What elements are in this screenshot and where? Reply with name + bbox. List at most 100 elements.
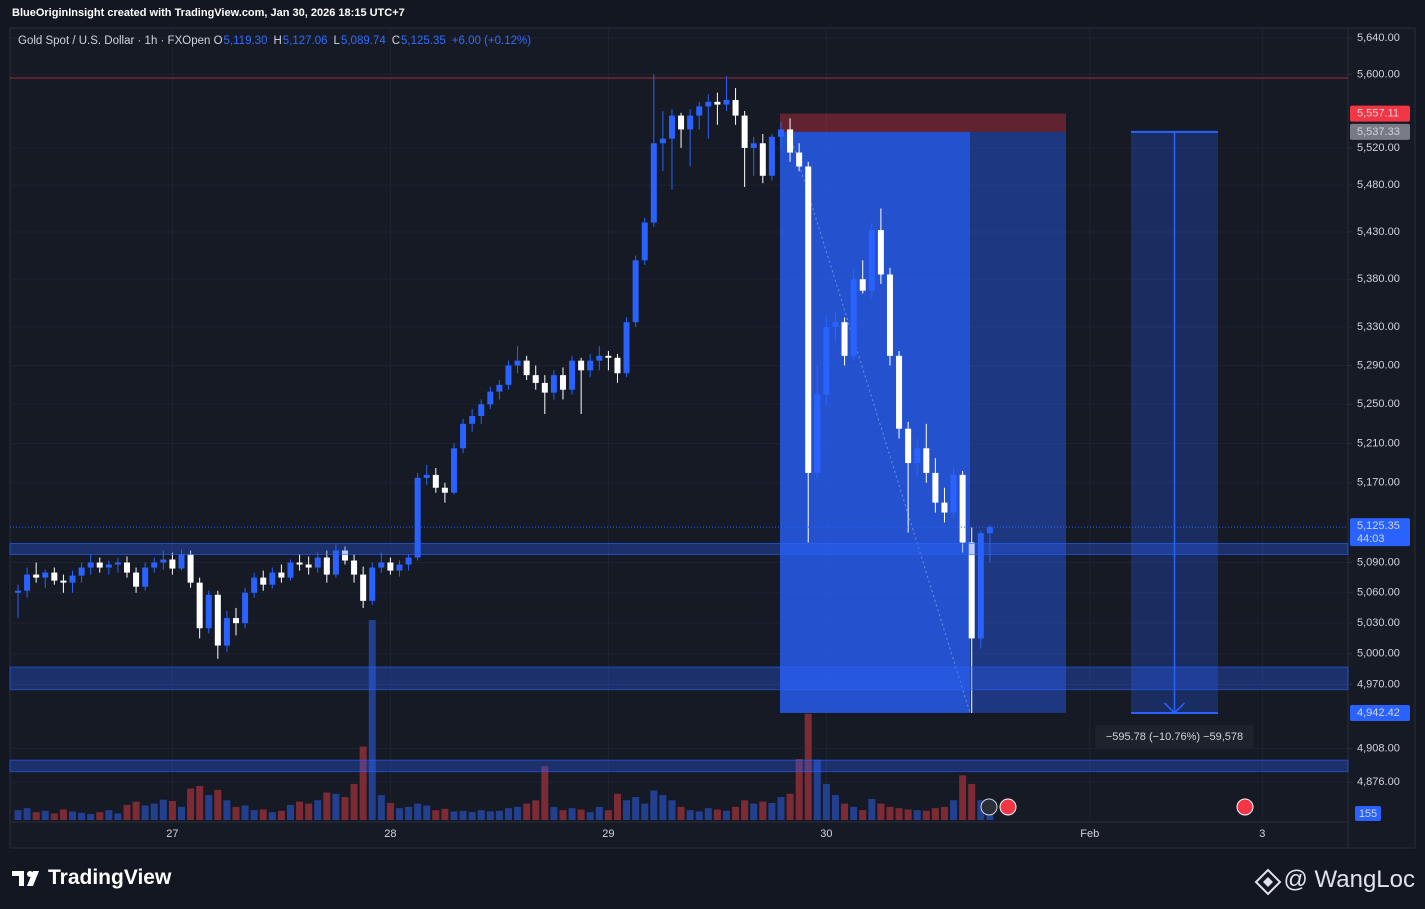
volume-bar	[296, 801, 304, 820]
volume-bar	[277, 810, 285, 820]
flag-icon[interactable]	[999, 798, 1017, 816]
candle-body	[332, 550, 339, 575]
volume-bar	[68, 811, 76, 820]
volume-bar	[886, 806, 894, 820]
candle-body	[850, 279, 857, 356]
candle-body	[578, 360, 585, 371]
volume-bar	[450, 811, 458, 820]
price-tag	[1350, 105, 1410, 122]
volume-bar	[668, 800, 676, 820]
volume-bar	[741, 800, 749, 820]
candle-body	[414, 477, 421, 558]
candle-body	[832, 322, 839, 327]
ohlc-value: 5,119.30	[223, 35, 268, 47]
candle-body	[278, 572, 285, 578]
y-tick-label: 5,600.00	[1357, 68, 1400, 80]
volume-bar	[141, 805, 149, 820]
candle-body	[614, 357, 621, 374]
volume-bar	[532, 800, 540, 820]
volume-bar	[323, 792, 331, 820]
volume-bar	[150, 803, 158, 820]
candle-body	[896, 355, 903, 429]
volume-bar	[559, 810, 567, 820]
volume-bar	[768, 802, 776, 820]
candle-body	[605, 355, 612, 358]
volume-bar	[877, 803, 885, 820]
y-tick-label: 5,520.00	[1357, 142, 1400, 154]
brand: TradingView	[48, 866, 172, 889]
candle-body	[387, 562, 394, 571]
volume-bar	[650, 790, 658, 820]
candle-body	[632, 260, 639, 323]
volume-bar	[23, 808, 31, 820]
candle-body	[178, 554, 185, 569]
volume-bar	[341, 797, 349, 820]
candle-body	[714, 101, 721, 105]
candle-body	[868, 230, 875, 291]
candle-body	[423, 474, 430, 478]
candle-body	[133, 572, 140, 587]
zone	[9, 666, 1349, 691]
candle-body	[941, 502, 948, 513]
candle-body	[796, 152, 803, 167]
volume-bar	[732, 806, 740, 820]
candle-body	[768, 136, 775, 176]
volume-bar	[132, 801, 140, 820]
candle-body	[232, 618, 239, 624]
volume-bar	[350, 783, 358, 820]
candle-body	[514, 360, 521, 366]
volume-bar	[50, 813, 58, 820]
volume-bar	[405, 806, 413, 820]
candle-body	[959, 474, 966, 543]
candle-body	[659, 138, 666, 144]
volume-bar	[259, 809, 267, 820]
flag-icon[interactable]	[1236, 798, 1254, 816]
ohlc-key: O	[213, 35, 223, 47]
overlays: −595.78 (−10.76%) −59,578	[9, 77, 1349, 773]
ohlc-value: 5,089.74	[340, 35, 386, 47]
candle-body	[496, 384, 503, 392]
event-icon[interactable]	[980, 798, 998, 816]
volume-bar	[895, 808, 903, 820]
volume-bar	[604, 810, 612, 820]
volume-bar	[641, 803, 649, 820]
candle-body	[105, 564, 112, 568]
candle-body	[905, 428, 912, 464]
x-tick-label: 29	[602, 828, 614, 840]
candle-body	[15, 590, 21, 593]
candle-body	[96, 562, 103, 568]
candle-body	[569, 360, 576, 390]
volume-bar	[813, 759, 821, 820]
volume-bar	[504, 808, 512, 820]
x-tick-label: 27	[166, 828, 178, 840]
volume-bar	[87, 814, 95, 820]
candle-body	[559, 375, 566, 390]
y-tick-label: 4,876.00	[1357, 776, 1400, 788]
volume-bar	[659, 795, 667, 820]
volume-bar	[187, 788, 195, 820]
candle-body	[305, 564, 312, 568]
ohlc-key: C	[391, 35, 401, 47]
volume-bar	[468, 812, 476, 820]
candle-body	[650, 143, 657, 223]
candle-body	[886, 274, 893, 356]
volume-bar	[868, 799, 876, 820]
y-tick-label: 4,908.00	[1357, 743, 1400, 755]
volume-bar	[623, 800, 631, 820]
candle-body	[24, 574, 31, 591]
volume-bar	[586, 812, 594, 820]
candle-body	[251, 577, 258, 593]
y-tick-label: 5,090.00	[1357, 556, 1400, 568]
volume-bar	[523, 803, 531, 820]
volume-tag-label: 155	[1359, 808, 1377, 820]
logo-part	[12, 871, 24, 876]
volume-bar	[713, 809, 721, 820]
volume-bar	[432, 810, 440, 820]
volume-bar	[786, 793, 794, 820]
candle-body	[169, 559, 176, 569]
result-label: −595.78 (−10.76%) −59,578	[1106, 731, 1243, 743]
volume-bar	[686, 810, 694, 820]
candle-body	[523, 360, 530, 376]
volume-bar	[241, 805, 249, 820]
y-tick-label: 5,250.00	[1357, 398, 1400, 410]
